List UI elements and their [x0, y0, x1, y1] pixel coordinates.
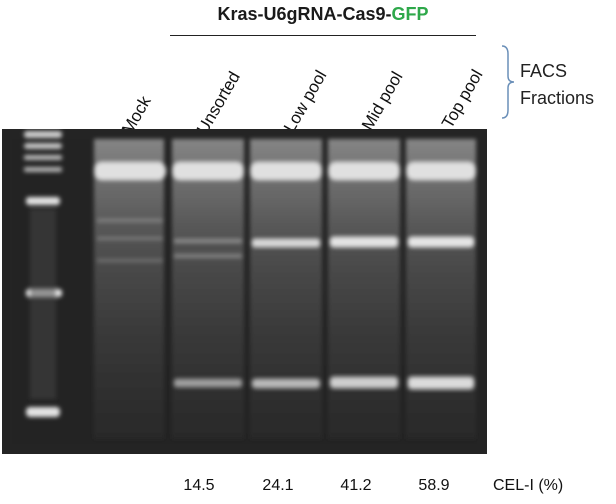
lane-label-unsorted: Unsorted — [193, 68, 244, 138]
bracket-label: FACS Fractions — [520, 58, 594, 112]
lane-label-top-pool: Top pool — [438, 66, 487, 132]
title-underline — [170, 35, 476, 36]
figure-title: Kras-U6gRNA-Cas9-GFP — [170, 4, 476, 25]
bracket-label-line2: Fractions — [520, 88, 595, 108]
lane-label-low-pool: Low pool — [280, 67, 331, 136]
lane-label-mid-pool: Mid pool — [358, 68, 407, 134]
cel-value-mid-pool: 41.2 — [340, 477, 372, 494]
bracket — [501, 45, 515, 119]
cel-value-low-pool: 24.1 — [262, 477, 294, 494]
gel-image — [2, 129, 487, 454]
title-main: Kras-U6gRNA-Cas9- — [217, 4, 392, 24]
cel-label: CEL-I (%) — [493, 477, 564, 494]
cel-value-unsorted: 14.5 — [183, 477, 215, 494]
title-accent-gfp: GFP — [391, 4, 429, 24]
bracket-label-line1: FACS — [520, 61, 568, 81]
cel-value-top-pool: 58.9 — [418, 477, 450, 494]
